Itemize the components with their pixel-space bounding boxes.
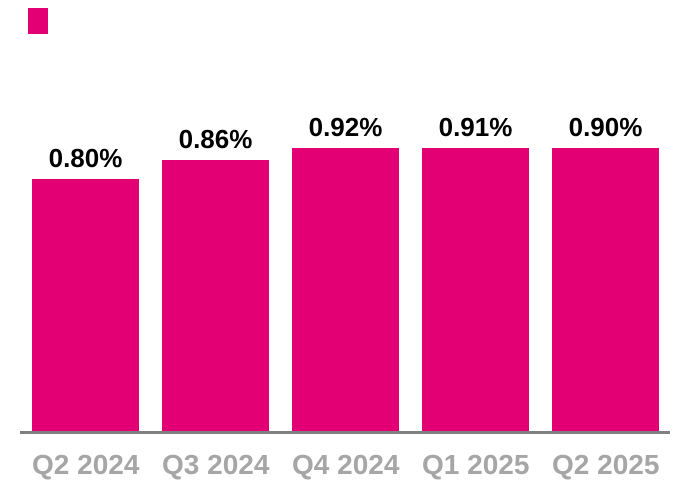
x-axis-label: Q4 2024 [292, 449, 400, 480]
bar-group: 0.90% [552, 112, 659, 432]
bar [552, 148, 659, 432]
x-axis-label: Q2 2025 [552, 449, 660, 480]
bar-value-label: 0.90% [568, 112, 643, 142]
bar [422, 148, 529, 432]
x-axis-label: Q1 2025 [422, 449, 530, 480]
bar-group: 0.91% [422, 112, 529, 432]
bar-value-label: 0.91% [438, 112, 513, 142]
brand-accent-square-icon [28, 8, 48, 34]
bar-group: 0.92% [292, 112, 399, 432]
bar [32, 179, 139, 432]
bar-group: 0.86% [162, 112, 269, 432]
bar [162, 160, 269, 432]
bar-value-label: 0.86% [178, 124, 253, 154]
x-axis-labels: Q2 2024 Q3 2024 Q4 2024 Q1 2025 Q2 2025 [32, 449, 659, 481]
bar-value-label: 0.80% [48, 143, 123, 173]
x-axis-label: Q2 2024 [32, 449, 140, 480]
x-axis-label: Q3 2024 [162, 449, 270, 480]
x-axis-line [20, 431, 670, 434]
bar [292, 148, 399, 432]
bar-group: 0.80% [32, 112, 139, 432]
bar-value-label: 0.92% [308, 112, 383, 142]
plot-area: 0.80% 0.86% 0.92% 0.91% 0.90% [32, 112, 659, 432]
